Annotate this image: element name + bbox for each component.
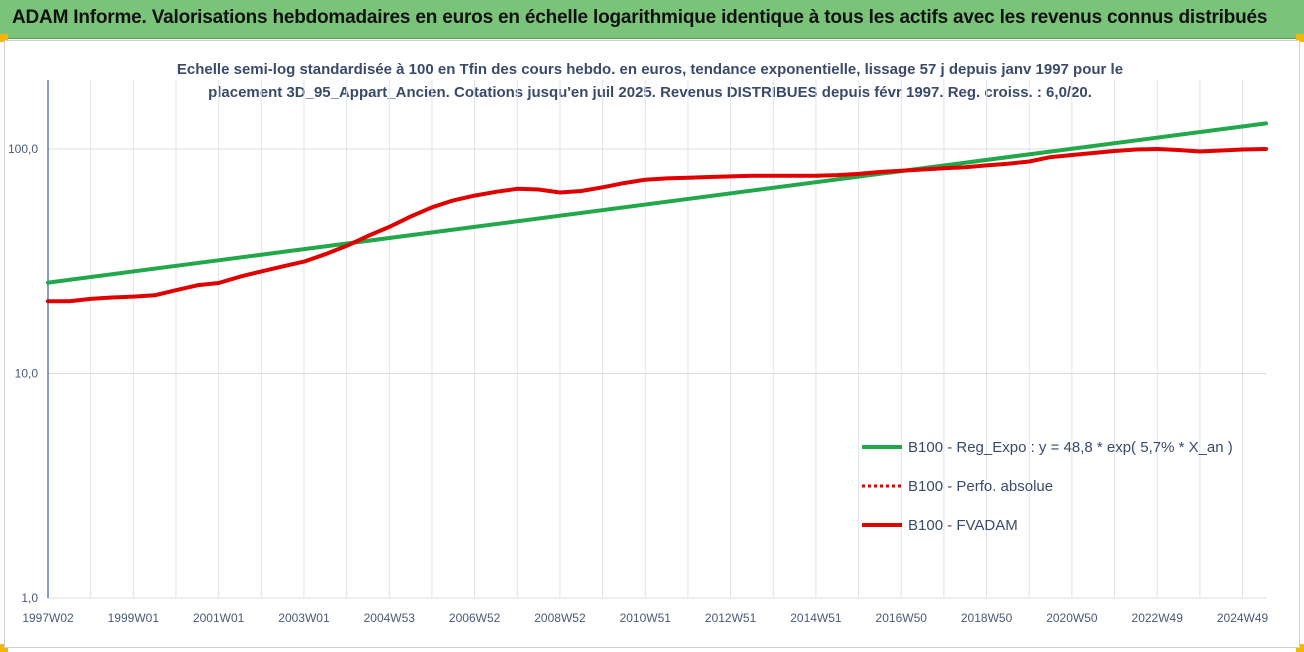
x-tick-label: 1997W02 [22,611,74,625]
x-tick-label: 2001W01 [193,611,245,625]
x-tick-label: 1999W01 [108,611,160,625]
legend: B100 - Reg_Expo : y = 48,8 * exp( 5,7% *… [862,439,1233,534]
x-tick-label: 2008W52 [534,611,586,625]
legend-label-1: B100 - Perfo. absolue [908,478,1053,495]
x-tick-label: 2006W52 [449,611,501,625]
x-tick-label: 2016W50 [876,611,928,625]
corner-marker-bottom-left [0,644,8,652]
x-tick-label: 2010W51 [620,611,672,625]
legend-label-2: B100 - FVADAM [908,517,1018,534]
window-header: ADAM Informe. Valorisations hebdomadaire… [0,0,1304,39]
y-tick-label: 10,0 [15,367,39,381]
x-tick-label: 2004W53 [364,611,416,625]
x-tick-label: 2014W51 [790,611,842,625]
axes: 1,0 10,0 100,0 1997W02 1999W01 2001W01 2003W01… [8,80,1269,625]
series [46,121,1268,304]
grid [47,80,1266,599]
corner-marker-top-left [0,34,8,42]
x-tick-label: 2020W50 [1046,611,1098,625]
chart-frame [4,40,1300,648]
corner-marker-bottom-right [1296,644,1304,652]
series-line-2 [46,147,1268,304]
header-title: ADAM Informe. Valorisations hebdomadaire… [12,7,1268,28]
corner-marker-top-right [1296,34,1304,42]
y-tick-label: 1,0 [21,591,38,605]
legend-label-0: B100 - Reg_Expo : y = 48,8 * exp( 5,7% *… [908,439,1233,456]
y-tick-label: 100,0 [8,142,38,156]
x-tick-label: 2012W51 [705,611,757,625]
x-tick-label: 2018W50 [961,611,1013,625]
series-line-0 [46,121,1268,285]
chart-subtitle-line-1: Echelle semi-log standardisée à 100 en T… [177,61,1123,78]
x-tick-label: 2024W49 [1217,611,1269,625]
x-tick-label: 2003W01 [278,611,330,625]
chart-subtitle-line-2: placement 3D_95_Appart_Ancien. Cotations… [208,84,1092,101]
x-tick-label: 2022W49 [1132,611,1184,625]
